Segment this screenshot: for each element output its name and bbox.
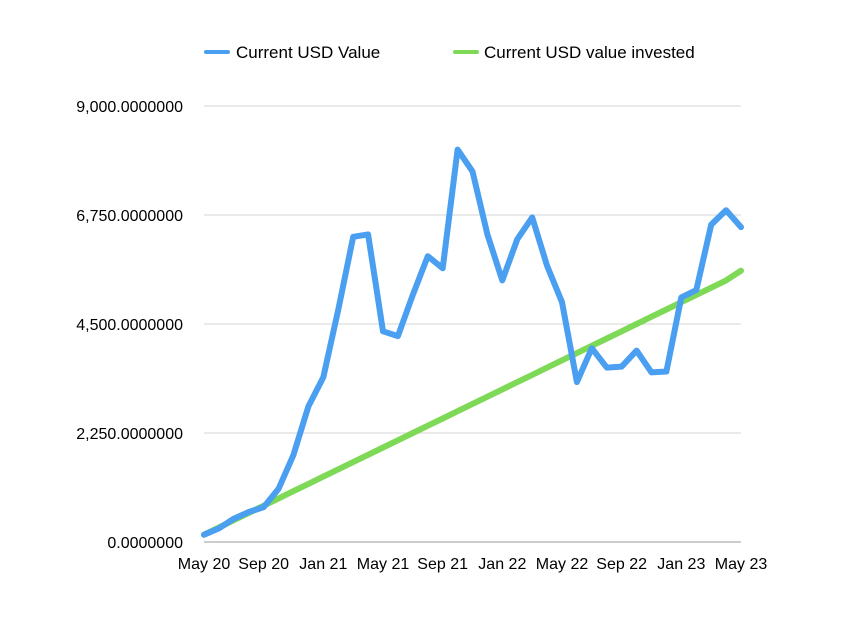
y-tick-label: 0.0000000 xyxy=(107,535,183,552)
x-tick-label: Sep 22 xyxy=(596,556,647,573)
y-axis-tick-labels: 0.0000000 2,250.0000000 4,500.0000000 6,750… xyxy=(76,99,183,552)
legend-label-current-usd-value: Current USD Value xyxy=(236,43,380,62)
y-tick-label: 2,250.0000000 xyxy=(76,426,183,443)
series-lines xyxy=(201,146,744,538)
x-tick-label: Jan 23 xyxy=(657,556,705,573)
series-line-current-usd-value-invested xyxy=(201,267,744,538)
y-tick-label: 9,000.0000000 xyxy=(76,99,183,116)
x-tick-label: May 22 xyxy=(536,556,589,573)
x-tick-label: May 21 xyxy=(357,556,410,573)
x-tick-label: Jan 22 xyxy=(478,556,526,573)
x-tick-label: May 23 xyxy=(715,556,768,573)
x-tick-label: May 20 xyxy=(178,556,231,573)
x-tick-label: Sep 20 xyxy=(238,556,289,573)
x-tick-label: Sep 21 xyxy=(417,556,468,573)
y-tick-label: 6,750.0000000 xyxy=(76,208,183,225)
gridlines xyxy=(204,105,741,543)
legend-label-current-usd-value-invested: Current USD value invested xyxy=(484,43,695,62)
x-axis-tick-labels: May 20 Sep 20 Jan 21 May 21 Sep 21 Jan 22 May … xyxy=(178,556,768,573)
legend: Current USD Value Current USD value inve… xyxy=(204,43,695,62)
y-tick-label: 4,500.0000000 xyxy=(76,317,183,334)
x-tick-label: Jan 21 xyxy=(299,556,347,573)
series-line-current-usd-value xyxy=(201,146,744,538)
